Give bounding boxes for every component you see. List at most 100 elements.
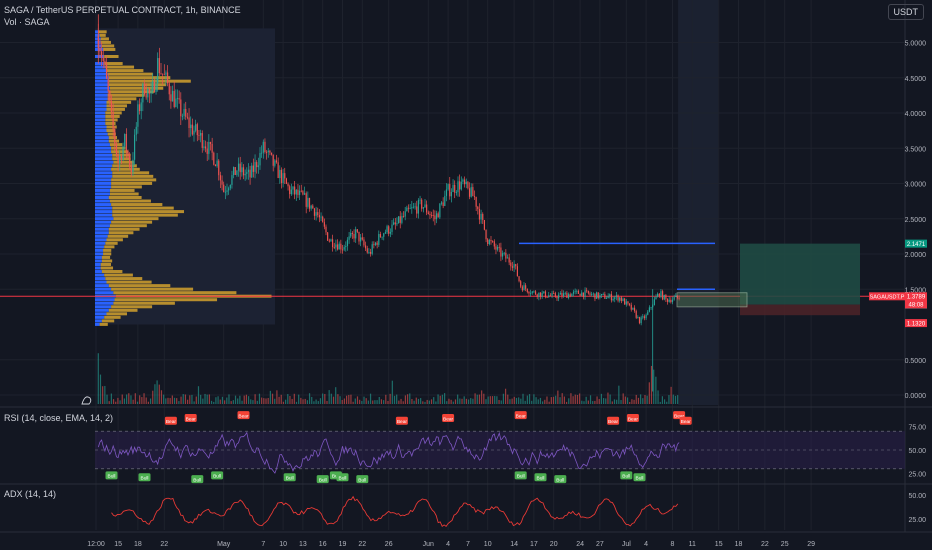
bear-marker — [626, 413, 639, 422]
volume-bar — [228, 394, 230, 404]
candle-body — [195, 124, 197, 131]
tradingview-logo-icon — [81, 396, 92, 405]
profile-buy-bar — [95, 97, 108, 101]
time-tick-label: 8 — [671, 541, 675, 548]
candle-body — [379, 234, 382, 238]
candle-body — [261, 152, 263, 154]
candle-body — [308, 197, 311, 209]
volume-bar — [470, 398, 472, 404]
candle-body — [216, 160, 218, 167]
candle-body — [655, 296, 657, 300]
candle-body — [213, 152, 215, 165]
candle-body — [318, 215, 320, 218]
time-tick-label: 15 — [114, 541, 122, 548]
profile-buy-bar — [95, 217, 114, 221]
candle-body — [155, 83, 157, 93]
volume-bar — [348, 394, 350, 404]
candle-body — [515, 264, 517, 267]
profile-sell-bar — [103, 47, 116, 51]
candle-body — [378, 234, 380, 245]
candle-body — [424, 204, 426, 208]
volume-bar — [659, 401, 661, 404]
profile-buy-bar — [95, 287, 112, 291]
profile-sell-bar — [108, 79, 191, 83]
candle-body — [256, 162, 258, 168]
volume-bar — [182, 394, 184, 404]
bear-marker — [679, 416, 692, 425]
profile-buy-bar — [95, 273, 105, 277]
profile-buy-bar — [95, 136, 109, 140]
time-tick-label: 18 — [134, 541, 142, 548]
candle-body — [358, 231, 360, 242]
volume-bar — [210, 400, 213, 404]
candle-body — [292, 186, 294, 190]
entry-zone-box — [676, 292, 748, 308]
profile-buy-bar — [95, 157, 113, 161]
candle-body — [219, 175, 221, 181]
profile-buy-bar — [95, 277, 106, 281]
volume-bar — [289, 396, 291, 404]
volume-bar — [402, 401, 404, 404]
candle-body — [450, 192, 452, 197]
volume-bar — [119, 400, 121, 404]
volume-bar — [319, 398, 322, 404]
candle-body — [612, 298, 614, 301]
candle-body — [599, 295, 601, 298]
time-tick-label: 10 — [484, 541, 492, 548]
price-levels — [0, 242, 905, 316]
candle-body — [171, 90, 174, 102]
volume-bar — [219, 399, 221, 404]
profile-buy-bar — [95, 93, 108, 97]
volume-bar — [433, 397, 435, 404]
candle-body — [224, 191, 226, 193]
volume-bar — [657, 390, 659, 404]
candle-body — [468, 188, 471, 197]
bull-marker-label: Bull — [319, 477, 327, 483]
price-tick-label: 4.5000 — [905, 76, 927, 83]
volume-bar — [450, 399, 452, 404]
candle-body — [242, 167, 245, 176]
candle-body — [391, 224, 393, 232]
volume-bar — [589, 395, 592, 404]
bull-marker-label: Bull — [213, 474, 221, 480]
candle-body — [356, 229, 358, 232]
volume-bar — [256, 400, 258, 404]
profile-buy-bar — [95, 76, 109, 80]
candle-body — [299, 190, 301, 195]
volume-bar — [267, 397, 269, 404]
adx-title: ADX (14, 14) — [4, 489, 57, 499]
volume-bar — [559, 397, 561, 404]
candle-body — [414, 206, 416, 208]
candle-body — [442, 202, 444, 206]
volume-bar — [422, 401, 424, 404]
candle-body — [107, 78, 109, 92]
candle-body — [162, 73, 164, 75]
time-tick-label: 22 — [160, 541, 168, 548]
volume-bar — [311, 396, 313, 404]
candle-body — [371, 244, 373, 254]
candle-body — [541, 292, 543, 297]
volume-bar — [241, 400, 243, 404]
price-tick-label: 1.5000 — [905, 287, 927, 294]
price-tick-label: 2.0000 — [905, 252, 927, 259]
target-price-tag — [905, 239, 927, 248]
bear-marker — [514, 411, 527, 420]
candle-body — [676, 295, 679, 298]
volume-bar — [507, 394, 509, 404]
candle-body — [239, 163, 241, 173]
candle-body — [335, 244, 337, 248]
volume-bar — [200, 394, 202, 404]
price-tick-label: 5.0000 — [905, 41, 927, 48]
bear-marker-label: Bear — [608, 419, 619, 425]
candle-body — [520, 281, 522, 287]
profile-sell-bar — [105, 114, 120, 118]
candle-body — [459, 181, 461, 190]
candle-body — [284, 173, 286, 179]
candle-body — [460, 181, 462, 190]
currency-button[interactable]: USDT — [887, 4, 924, 20]
profile-sell-bar — [111, 305, 153, 309]
candle-body — [101, 51, 103, 58]
candle-body — [511, 266, 514, 268]
volume-bar — [391, 380, 393, 404]
